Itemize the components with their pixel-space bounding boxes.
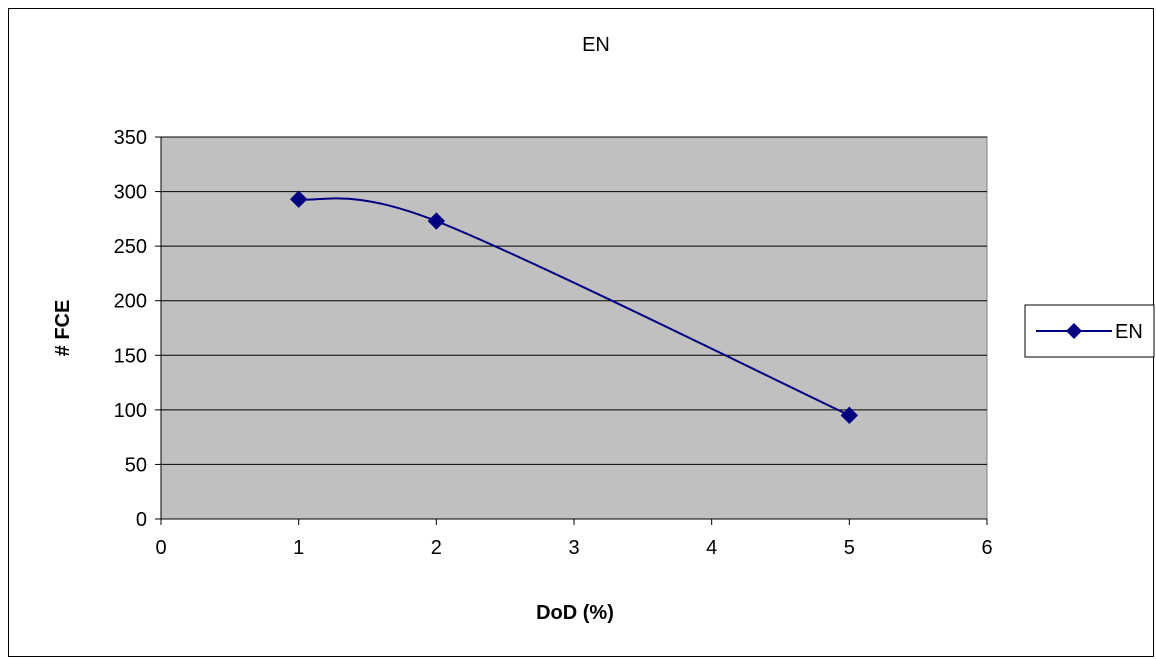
data-point-marker bbox=[840, 406, 859, 425]
legend: EN bbox=[1024, 304, 1155, 358]
series-line-EN bbox=[298, 197, 850, 417]
data-point-marker bbox=[427, 212, 446, 230]
y-tick-label: 350 bbox=[114, 127, 147, 149]
x-axis-label: DoD (%) bbox=[536, 602, 614, 624]
series-layer bbox=[289, 190, 859, 425]
data-point-marker bbox=[289, 190, 308, 208]
chart-frame: EN 0 50 100 150 200 250 300 350 0 1 2 3 4 5 6 # FCE D… bbox=[8, 8, 1155, 657]
x-tick-label: 5 bbox=[844, 537, 855, 559]
y-tick-label: 50 bbox=[125, 454, 147, 476]
x-tick-label: 3 bbox=[568, 537, 579, 559]
legend-label: EN bbox=[1115, 321, 1143, 343]
x-tick-label: 6 bbox=[981, 537, 992, 559]
y-tick-label: 150 bbox=[114, 345, 147, 367]
line-chart: EN 0 50 100 150 200 250 300 350 0 1 2 3 4 5 6 # FCE D… bbox=[52, 34, 1155, 624]
y-tick-label: 250 bbox=[114, 236, 147, 258]
legend-marker-diamond-icon bbox=[1066, 323, 1082, 339]
x-tick-label: 2 bbox=[431, 537, 442, 559]
plot-area bbox=[160, 136, 988, 520]
x-axis-ticks: 0 1 2 3 4 5 6 bbox=[155, 519, 993, 559]
y-axis-ticks: 0 50 100 150 200 250 300 350 bbox=[114, 127, 161, 531]
y-tick-label: 100 bbox=[114, 400, 147, 422]
y-tick-label: 300 bbox=[114, 182, 147, 204]
x-tick-label: 0 bbox=[155, 537, 166, 559]
y-axis-label: # FCE bbox=[52, 300, 74, 357]
y-tick-label: 0 bbox=[136, 509, 147, 531]
x-tick-label: 4 bbox=[706, 537, 717, 559]
x-tick-label: 1 bbox=[293, 537, 304, 559]
chart-title: EN bbox=[582, 34, 610, 56]
y-tick-label: 200 bbox=[114, 291, 147, 313]
